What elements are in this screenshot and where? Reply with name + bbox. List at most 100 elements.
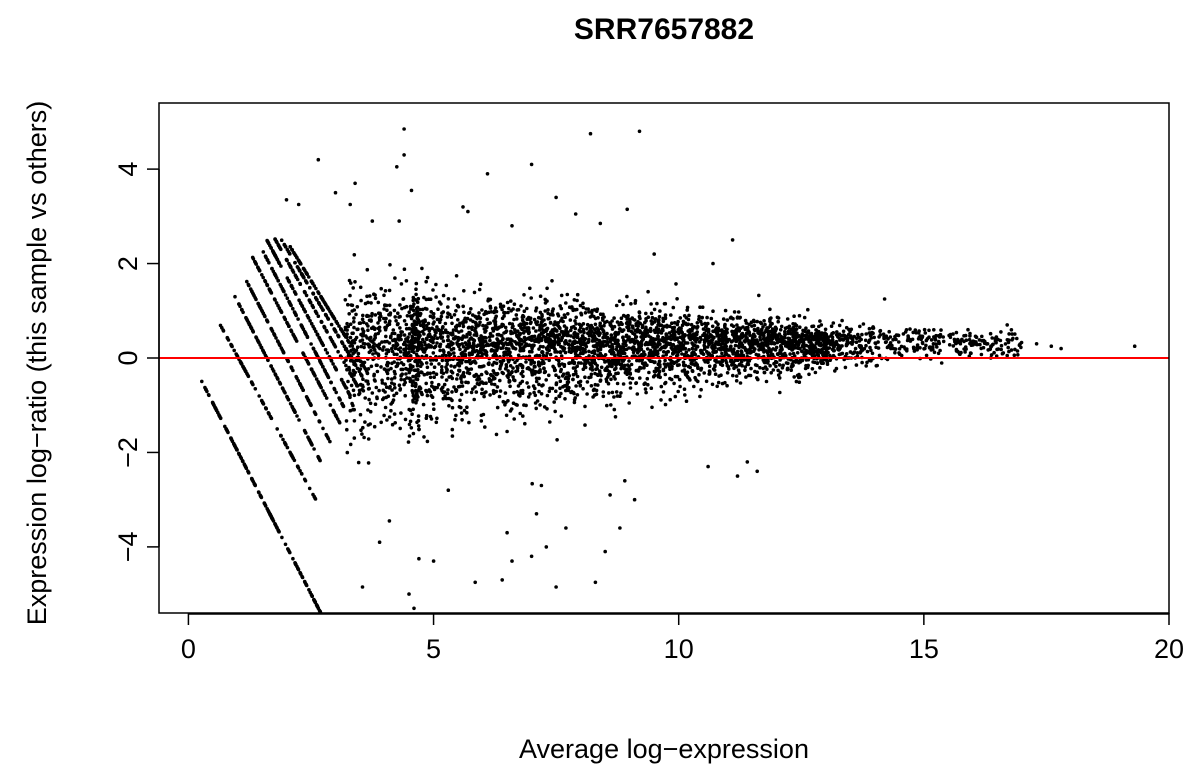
band-point bbox=[328, 439, 332, 444]
band-point bbox=[271, 250, 276, 254]
cloud-point bbox=[542, 361, 546, 366]
cloud-point bbox=[682, 314, 687, 318]
cloud-point bbox=[777, 351, 782, 355]
cloud-point bbox=[904, 328, 909, 332]
cloud-point bbox=[503, 325, 508, 330]
band-point bbox=[257, 340, 261, 345]
cloud-point bbox=[605, 335, 610, 340]
cloud-point bbox=[394, 342, 399, 346]
cloud-point bbox=[827, 346, 832, 350]
cloud-point bbox=[375, 396, 379, 401]
cloud-point bbox=[673, 394, 678, 399]
cloud-point bbox=[506, 369, 511, 373]
cloud-point bbox=[585, 326, 589, 331]
cloud-point bbox=[792, 375, 796, 379]
cloud-point bbox=[663, 313, 668, 317]
cloud-point bbox=[554, 382, 559, 387]
cloud-point bbox=[747, 330, 752, 335]
cloud-point bbox=[653, 317, 657, 321]
cloud-point bbox=[871, 326, 876, 330]
cloud-point bbox=[980, 334, 984, 339]
cloud-point bbox=[798, 360, 803, 364]
band-point bbox=[325, 351, 330, 355]
cloud-point bbox=[635, 358, 639, 363]
cloud-point bbox=[491, 369, 496, 373]
cloud-point bbox=[646, 341, 651, 345]
cloud-point bbox=[788, 330, 793, 335]
cloud-point bbox=[581, 386, 585, 391]
cloud-point bbox=[936, 339, 941, 344]
cloud-point bbox=[717, 337, 721, 341]
cloud-point bbox=[363, 342, 367, 346]
cloud-point bbox=[480, 308, 484, 312]
cloud-point bbox=[789, 327, 794, 332]
cloud-point bbox=[445, 330, 450, 335]
cloud-point bbox=[595, 366, 599, 371]
cloud-point bbox=[382, 413, 386, 418]
band-point bbox=[272, 297, 277, 301]
cloud-point bbox=[450, 371, 455, 375]
cloud-point bbox=[818, 343, 823, 348]
cloud-point bbox=[804, 326, 808, 331]
cloud-point bbox=[437, 362, 441, 366]
cloud-point bbox=[563, 315, 567, 320]
cloud-point bbox=[482, 394, 486, 399]
cloud-point bbox=[658, 309, 662, 313]
cloud-point bbox=[383, 289, 388, 293]
cloud-point bbox=[490, 382, 494, 386]
cloud-point bbox=[425, 439, 430, 444]
cloud-point bbox=[808, 338, 813, 343]
cloud-point bbox=[403, 417, 408, 422]
band-point bbox=[315, 332, 320, 337]
band-point bbox=[257, 268, 262, 273]
band-point bbox=[323, 347, 328, 352]
band-point bbox=[304, 293, 309, 298]
cloud-point bbox=[402, 305, 407, 310]
cloud-point bbox=[832, 348, 836, 353]
cloud-point bbox=[593, 316, 598, 321]
cloud-point bbox=[572, 361, 577, 366]
cloud-point bbox=[597, 343, 602, 347]
band-point bbox=[324, 328, 329, 333]
cloud-point bbox=[737, 338, 742, 342]
cloud-point bbox=[640, 361, 645, 366]
cloud-point bbox=[439, 370, 444, 375]
cloud-point bbox=[585, 380, 590, 384]
cloud-point bbox=[831, 321, 836, 325]
cloud-point bbox=[685, 308, 689, 312]
cloud-point bbox=[461, 320, 465, 325]
band-point bbox=[304, 582, 309, 587]
cloud-point bbox=[424, 416, 429, 421]
cloud-point bbox=[433, 344, 438, 349]
cloud-point bbox=[399, 367, 404, 372]
cloud-point bbox=[848, 350, 853, 354]
cloud-point bbox=[1006, 338, 1011, 343]
cloud-point bbox=[876, 340, 880, 344]
cloud-point bbox=[663, 316, 668, 320]
cloud-point bbox=[682, 353, 687, 357]
cloud-point bbox=[459, 329, 464, 333]
cloud-point bbox=[615, 381, 620, 386]
cloud-point bbox=[506, 342, 511, 347]
cloud-point bbox=[502, 331, 506, 335]
cloud-point bbox=[706, 360, 710, 365]
cloud-point bbox=[678, 335, 682, 340]
cloud-point bbox=[373, 313, 378, 317]
cloud-point bbox=[684, 350, 689, 355]
cloud-point bbox=[538, 403, 542, 407]
band-point bbox=[285, 445, 290, 450]
cloud-point bbox=[441, 339, 446, 343]
band-point bbox=[277, 244, 281, 248]
cloud-point bbox=[460, 418, 464, 422]
cloud-point bbox=[811, 353, 815, 358]
cloud-point bbox=[515, 403, 519, 407]
cloud-point bbox=[655, 344, 660, 349]
cloud-point bbox=[706, 321, 710, 326]
band-point bbox=[306, 435, 310, 440]
cloud-point bbox=[515, 329, 520, 334]
cloud-point bbox=[537, 347, 541, 351]
cloud-point bbox=[348, 395, 352, 400]
cloud-point bbox=[532, 390, 536, 395]
cloud-point bbox=[415, 362, 420, 367]
band-point bbox=[299, 323, 304, 327]
